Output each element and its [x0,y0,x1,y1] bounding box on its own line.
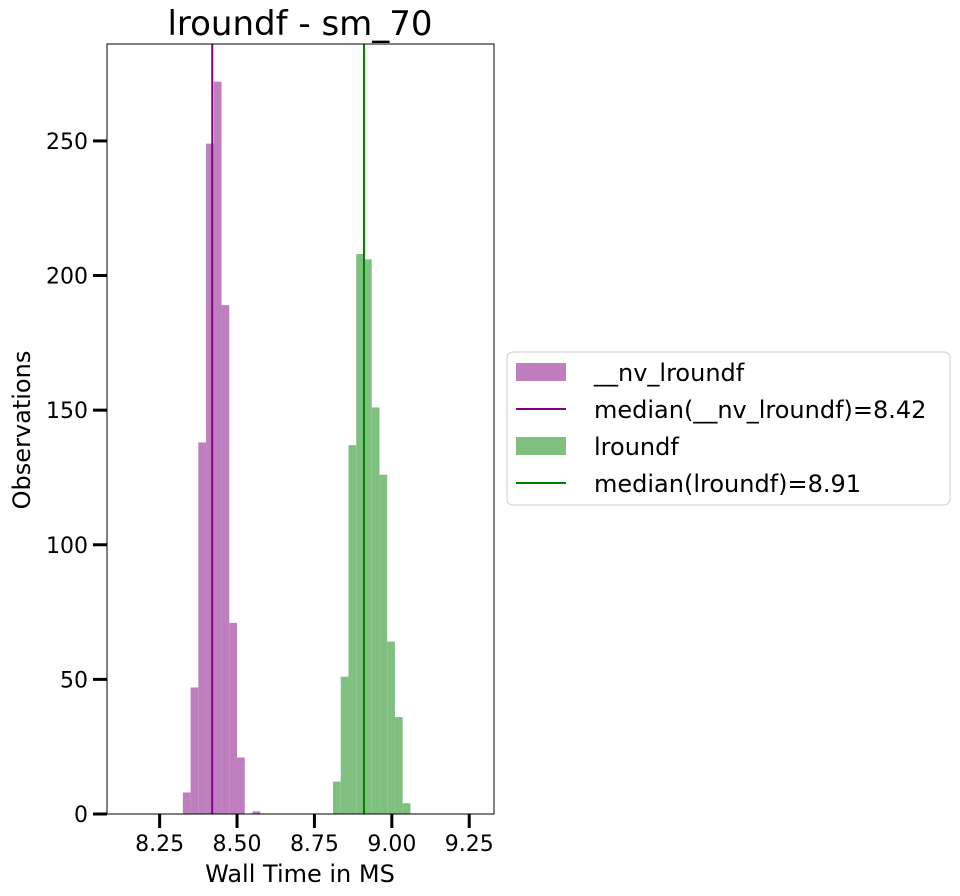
histogram-bar-nv-lroundf [213,81,222,814]
y-tick-label: 150 [46,399,88,424]
legend-label: __nv_lroundf [593,359,745,387]
histogram-bar-lroundf [363,259,372,814]
y-tick-label: 200 [46,265,88,290]
x-tick-label: 8.75 [290,832,339,857]
histogram-bar-nv-lroundf [252,811,261,814]
histogram-bar-nv-lroundf [206,143,214,815]
legend-label: median(__nv_lroundf)=8.42 [594,396,926,424]
histogram-bar-lroundf [356,254,364,814]
histogram-bar-nv-lroundf [182,792,191,814]
x-tick-label: 9.25 [445,832,494,857]
x-axis: 8.25 8.50 8.75 9.00 9.25 [135,814,494,857]
histogram-bar-lroundf [340,676,349,814]
x-tick-label: 8.25 [135,832,184,857]
legend-label: lroundf [594,433,679,461]
x-tick-label: 9.00 [367,832,416,857]
histogram-bar-nv-lroundf [237,757,245,814]
y-tick-label: 50 [60,668,88,693]
legend-label: median(lroundf)=8.91 [594,470,861,498]
y-axis: 0 50 100 150 200 250 [46,130,107,828]
histogram-bar-lroundf [387,641,395,814]
legend: __nv_lroundf median(__nv_lroundf)=8.42lro… [506,351,951,506]
histogram-bar-lroundf [333,781,341,814]
x-tick-label: 8.50 [213,832,262,857]
histogram-bars [182,81,411,815]
histogram-bar-nv-lroundf [190,687,199,814]
chart-title: lroundf - sm_70 [167,4,432,44]
histogram-bar-nv-lroundf [221,305,230,814]
histogram-bar-lroundf [402,803,411,814]
plot-frame [106,43,495,815]
histogram-bar-lroundf [348,445,357,814]
x-axis-label: Wall Time in MS [205,860,395,888]
legend-box [506,351,951,506]
histogram-bar-lroundf [371,407,380,814]
histogram-bar-lroundf [394,717,403,814]
histogram-bar-nv-lroundf [229,622,238,814]
y-tick-label: 0 [74,803,88,828]
histogram-bar-lroundf [379,474,388,814]
y-axis-label: Observations [8,351,36,510]
y-tick-label: 100 [46,534,88,559]
legend-swatch [516,363,566,381]
median-lines [211,44,365,814]
histogram-bar-nv-lroundf [198,442,207,814]
y-tick-label: 250 [46,130,88,155]
legend-swatch [516,437,566,455]
